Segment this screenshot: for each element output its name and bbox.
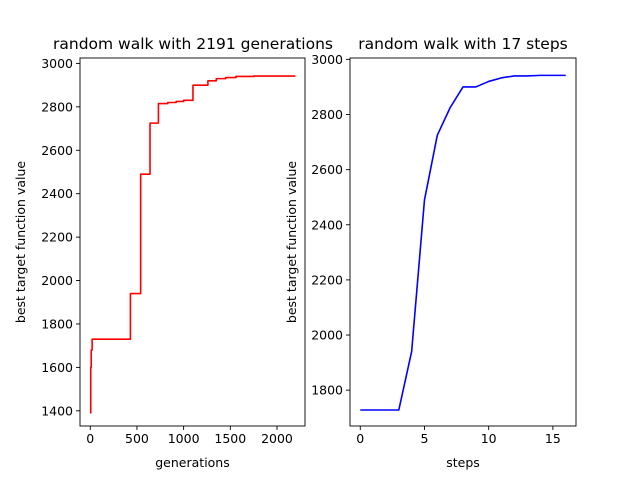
left-y-axis-label: best target function value — [13, 161, 28, 323]
left-y-tick-label: 1800 — [41, 316, 73, 331]
left-y-tick-label: 3000 — [41, 56, 73, 71]
right-series-line — [360, 74, 566, 411]
left-y-tick-label: 2600 — [41, 143, 73, 158]
right-y-tick-label: 2000 — [311, 328, 343, 343]
left-y-tick-label: 2400 — [41, 186, 73, 201]
left-x-tick-label: 500 — [125, 431, 149, 446]
right-x-ticks: 0 5 10 15 — [356, 426, 561, 446]
right-x-tick-label: 5 — [421, 431, 429, 446]
left-x-tick-label: 1000 — [168, 431, 200, 446]
right-y-axis-label: best target function value — [284, 161, 299, 323]
left-y-ticks: 1400 1600 1800 2000 2200 2400 2600 2800 3000 — [41, 56, 80, 418]
right-axes-frame — [349, 57, 577, 427]
right-y-tick-label: 2400 — [311, 217, 343, 232]
right-chart: random walk with 17 steps steps best tar… — [284, 35, 577, 470]
right-chart-title: random walk with 17 steps — [358, 35, 568, 53]
right-x-tick-label: 10 — [481, 431, 497, 446]
left-x-axis-label: generations — [155, 455, 230, 470]
right-y-tick-label: 3000 — [311, 52, 343, 67]
right-y-tick-label: 1800 — [311, 383, 343, 398]
left-y-tick-label: 2000 — [41, 273, 73, 288]
right-y-tick-label: 2600 — [311, 162, 343, 177]
left-y-tick-label: 2200 — [41, 230, 73, 245]
left-x-tick-label: 0 — [86, 431, 94, 446]
right-y-ticks: 1800 2000 2200 2400 2600 2800 3000 — [311, 52, 350, 398]
left-axes-frame — [79, 57, 306, 427]
left-x-tick-label: 2000 — [261, 431, 293, 446]
left-y-tick-label: 2800 — [41, 99, 73, 114]
left-chart-title: random walk with 2191 generations — [53, 35, 333, 53]
right-y-tick-label: 2200 — [311, 272, 343, 287]
right-plot-area — [360, 74, 566, 411]
left-series-line — [89, 75, 296, 414]
right-x-tick-label: 0 — [356, 431, 364, 446]
left-plot-area — [89, 75, 296, 414]
left-y-tick-label: 1600 — [41, 360, 73, 375]
left-y-tick-label: 1400 — [41, 403, 73, 418]
right-y-tick-label: 2800 — [311, 107, 343, 122]
right-x-axis-label: steps — [446, 455, 480, 470]
right-x-tick-label: 15 — [545, 431, 561, 446]
left-x-ticks: 0 500 1000 1500 2000 — [86, 426, 293, 446]
left-x-tick-label: 1500 — [214, 431, 246, 446]
left-chart: random walk with 2191 generations genera… — [13, 35, 333, 470]
